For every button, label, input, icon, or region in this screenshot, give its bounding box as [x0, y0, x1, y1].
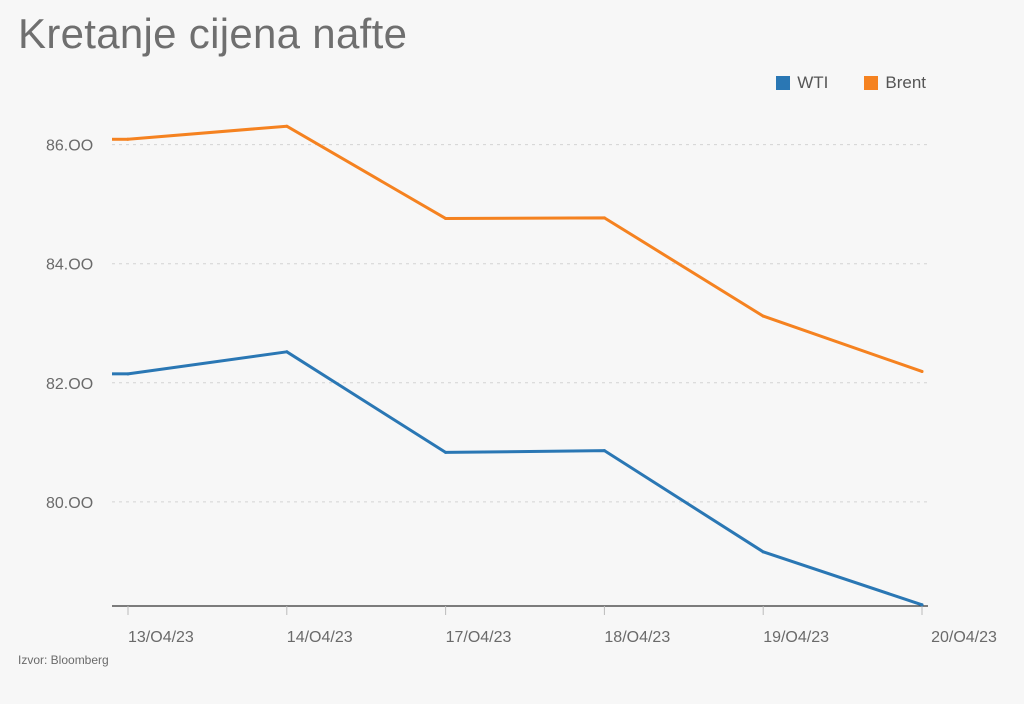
- y-tick-label: 86.OO: [46, 138, 93, 155]
- x-tick-label: 14/O4/23: [287, 629, 353, 646]
- x-tick-label: 18/O4/23: [604, 629, 670, 646]
- data-point-wti: [761, 550, 765, 554]
- x-tick-label: 20/O4/23: [931, 629, 997, 646]
- legend-label-wti: WTI: [797, 73, 829, 92]
- legend-swatch-brent: [864, 76, 879, 90]
- data-point-brent: [920, 369, 924, 373]
- data-point-brent: [602, 216, 606, 220]
- x-tick-label: 17/O4/23: [446, 629, 512, 646]
- data-point-brent: [126, 137, 130, 141]
- legend-item-brent: Brent: [864, 73, 926, 93]
- legend-swatch-wti: [776, 76, 791, 90]
- legend-item-wti: WTI: [776, 73, 828, 93]
- x-tick-label: 13/O4/23: [128, 629, 194, 646]
- series-line-brent: [126, 124, 924, 373]
- series-line-wti: [126, 350, 924, 607]
- data-point-wti: [285, 350, 289, 354]
- data-point-wti: [444, 450, 448, 454]
- chart-title: Kretanje cijena nafte: [18, 10, 408, 57]
- y-tick-label: 82.OO: [46, 376, 93, 393]
- data-point-brent: [444, 216, 448, 220]
- data-point-wti: [920, 603, 924, 607]
- data-point-brent: [761, 314, 765, 318]
- legend-label-brent: Brent: [885, 73, 926, 92]
- data-point-wti: [602, 449, 606, 453]
- y-tick-label: 84.OO: [46, 257, 93, 274]
- legend: WTI Brent: [776, 73, 926, 93]
- x-tick-label: 19/O4/23: [763, 629, 829, 646]
- data-point-wti: [126, 372, 130, 376]
- data-point-brent: [285, 124, 289, 128]
- y-tick-label: 80.OO: [46, 495, 93, 512]
- source-note: Izvor: Bloomberg: [18, 653, 109, 667]
